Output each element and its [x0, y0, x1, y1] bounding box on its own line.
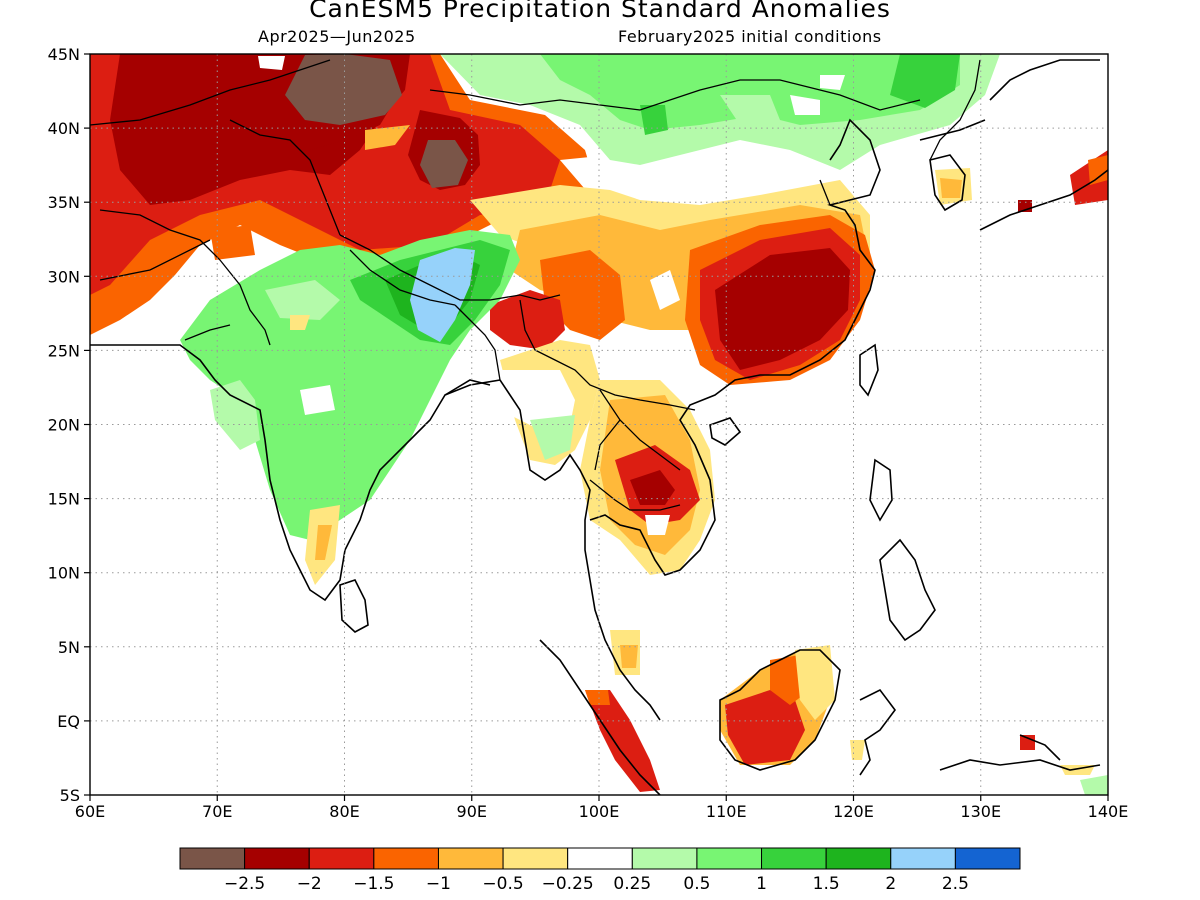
colorbar-swatch [696, 847, 763, 870]
colorbar-swatch [761, 847, 827, 870]
initial-conditions: February2025 initial conditions [618, 27, 882, 46]
colorbar-label: −0.5 [482, 874, 523, 894]
forecast-period: Apr2025—Jun2025 [258, 27, 416, 46]
y-tick-label: EQ [57, 712, 80, 731]
x-tick-label: 90E [457, 802, 487, 821]
grid-lines [90, 54, 1108, 795]
colorbar-swatch [502, 847, 569, 870]
y-tick-label: 45N [48, 45, 80, 64]
colorbar-label: −2.5 [224, 874, 265, 894]
colorbar-label: 0.5 [683, 874, 710, 894]
colorbar-swatch [179, 847, 246, 870]
colorbar-swatch [954, 847, 1021, 870]
colorbar-label: −2 [297, 874, 322, 894]
y-tick-label: 20N [48, 416, 80, 435]
x-tick-label: 130E [960, 802, 1001, 821]
y-tick-label: 10N [48, 564, 80, 583]
country-borders [90, 59, 981, 511]
y-tick-label: 25N [48, 341, 80, 360]
x-tick-label: 110E [706, 802, 747, 821]
colorbar-swatch [631, 847, 698, 870]
coastlines [90, 59, 1108, 795]
colorbar: −2.5 −2 −1.5 −1 −0.5 −0.25 0.25 0.5 1 1.5 2 2.5 [179, 847, 1021, 894]
chart-title: CanESM5 Precipitation Standard Anomalies [309, 0, 891, 23]
colorbar-label: −1.5 [353, 874, 394, 894]
x-tick-label: 80E [329, 802, 359, 821]
y-tick-label: 5S [60, 786, 80, 805]
colorbar-swatch [244, 847, 310, 870]
x-tick-label: 60E [75, 802, 105, 821]
y-tick-label: 5N [58, 638, 80, 657]
colorbar-label: −1 [426, 874, 451, 894]
colorbar-swatch [373, 847, 439, 870]
colorbar-swatch [825, 847, 892, 870]
colorbar-swatch [308, 847, 375, 870]
x-tick-label: 100E [579, 802, 620, 821]
colorbar-label: 2.5 [942, 874, 969, 894]
colorbar-label: −0.25 [542, 874, 594, 894]
colorbar-swatch [437, 847, 504, 870]
x-tick-label: 120E [833, 802, 874, 821]
y-tick-label: 30N [48, 267, 80, 286]
colorbar-label: 1 [756, 874, 767, 894]
colorbar-label: 1.5 [813, 874, 840, 894]
colorbar-label: 2 [885, 874, 896, 894]
anomaly-field [90, 54, 1108, 795]
y-tick-label: 35N [48, 193, 80, 212]
colorbar-label: 0.25 [613, 874, 651, 894]
x-tick-label: 140E [1088, 802, 1129, 821]
y-tick-label: 40N [48, 119, 80, 138]
axis-ticks: 60E 70E 80E 90E 100E 110E 120E 130E 140E 45N 40N 35… [48, 45, 1129, 821]
colorbar-swatch [567, 847, 633, 870]
colorbar-swatch [890, 847, 956, 870]
x-tick-label: 70E [202, 802, 232, 821]
y-tick-label: 15N [48, 490, 80, 509]
